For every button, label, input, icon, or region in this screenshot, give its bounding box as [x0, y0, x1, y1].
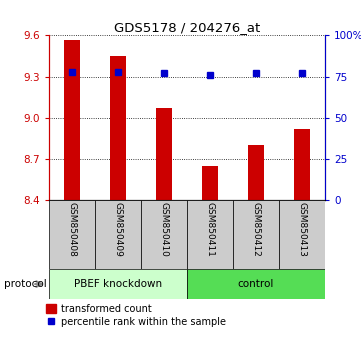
- Bar: [233, 200, 279, 269]
- Bar: [187, 200, 233, 269]
- Bar: [95, 200, 141, 269]
- Bar: [294, 129, 310, 200]
- Legend: transformed count, percentile rank within the sample: transformed count, percentile rank withi…: [46, 304, 226, 327]
- Text: GSM850411: GSM850411: [205, 202, 214, 257]
- Text: GSM850410: GSM850410: [159, 202, 168, 257]
- Text: GSM850413: GSM850413: [297, 202, 306, 257]
- Text: GSM850412: GSM850412: [251, 202, 260, 257]
- Bar: [49, 269, 187, 299]
- Text: GSM850408: GSM850408: [67, 202, 76, 257]
- Bar: [248, 145, 264, 200]
- Text: protocol: protocol: [4, 279, 46, 289]
- Bar: [141, 200, 187, 269]
- Bar: [187, 269, 325, 299]
- Title: GDS5178 / 204276_at: GDS5178 / 204276_at: [114, 21, 260, 34]
- Text: control: control: [238, 279, 274, 289]
- Bar: [64, 40, 80, 200]
- Text: PBEF knockdown: PBEF knockdown: [74, 279, 162, 289]
- Bar: [156, 108, 172, 200]
- Bar: [202, 166, 218, 200]
- Bar: [110, 56, 126, 200]
- Bar: [49, 200, 95, 269]
- Bar: [279, 200, 325, 269]
- Text: GSM850409: GSM850409: [113, 202, 122, 257]
